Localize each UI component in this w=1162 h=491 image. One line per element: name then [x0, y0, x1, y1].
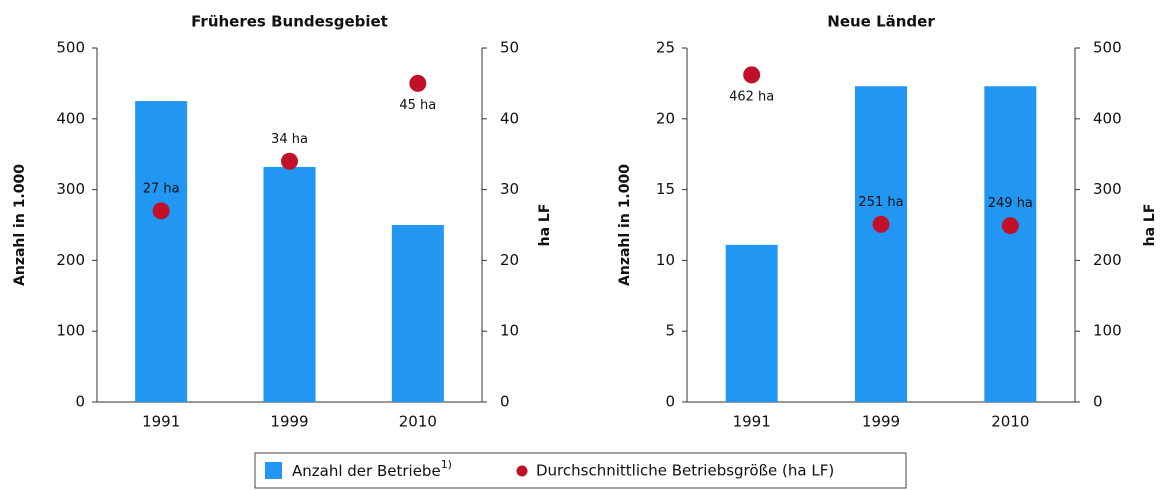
- bar: [855, 86, 907, 403]
- x-tick-label: 2010: [399, 413, 437, 431]
- y-tick-label: 500: [56, 39, 85, 57]
- point: [281, 152, 298, 170]
- y-tick-label: 5: [665, 322, 675, 340]
- y2-tick-label: 300: [1093, 180, 1122, 198]
- y2-tick-label: 30: [500, 180, 519, 198]
- chart-title: Neue Länder: [827, 13, 935, 31]
- point: [743, 66, 761, 84]
- bar: [984, 86, 1037, 403]
- y2-tick-label: 10: [500, 322, 519, 340]
- bar: [725, 244, 778, 402]
- y2-axis-label: ha LF: [537, 204, 553, 247]
- y-tick-label: 0: [75, 393, 85, 411]
- bar: [391, 225, 444, 402]
- y-tick-label: 0: [665, 393, 675, 411]
- y-tick-label: 10: [656, 251, 675, 269]
- legend-swatch: [265, 462, 282, 479]
- y2-tick-label: 20: [500, 251, 519, 269]
- y2-tick-label: 500: [1093, 39, 1122, 57]
- x-tick-label: 1999: [862, 413, 900, 431]
- data-label: 34 ha: [271, 132, 308, 147]
- y2-tick-label: 0: [500, 393, 510, 411]
- legend-text: Anzahl der Betriebe: [292, 462, 441, 480]
- legend-footnote: 1): [441, 458, 452, 471]
- y-tick-label: 400: [56, 109, 85, 127]
- y2-tick-label: 100: [1093, 322, 1122, 340]
- y2-tick-label: 50: [500, 39, 519, 57]
- legend-label: Anzahl der Betriebe1): [292, 458, 452, 480]
- legend-label: Durchschnittliche Betriebsgröße (ha LF): [536, 462, 834, 480]
- data-label: 251 ha: [858, 195, 903, 210]
- point: [152, 202, 170, 220]
- y2-tick-label: 0: [1093, 393, 1103, 411]
- chart-title: Früheres Bundesgebiet: [191, 13, 388, 31]
- y-tick-label: 25: [656, 39, 675, 57]
- data-label: 27 ha: [143, 181, 180, 196]
- point: [1001, 217, 1019, 235]
- data-label: 249 ha: [988, 196, 1033, 211]
- legend-dot: [516, 465, 528, 477]
- x-tick-label: 1991: [733, 413, 771, 431]
- y-tick-label: 20: [656, 109, 675, 127]
- y-tick-label: 100: [56, 322, 85, 340]
- data-label: 462 ha: [729, 89, 774, 104]
- x-tick-label: 1991: [142, 413, 180, 431]
- bar: [263, 166, 316, 402]
- y2-tick-label: 400: [1093, 109, 1122, 127]
- y2-axis-label: ha LF: [1142, 204, 1158, 247]
- x-tick-label: 1999: [270, 413, 308, 431]
- y2-tick-label: 40: [500, 109, 519, 127]
- y-axis-label: Anzahl in 1.000: [617, 164, 633, 286]
- y-tick-label: 15: [656, 180, 675, 198]
- x-tick-label: 2010: [991, 413, 1029, 431]
- point: [409, 74, 427, 92]
- y2-tick-label: 200: [1093, 251, 1122, 269]
- y-axis-label: Anzahl in 1.000: [12, 164, 28, 286]
- legend-box: [254, 452, 907, 489]
- y-tick-label: 200: [56, 251, 85, 269]
- y-tick-label: 300: [56, 180, 85, 198]
- bar: [135, 101, 188, 402]
- data-label: 45 ha: [399, 98, 436, 113]
- point: [872, 215, 890, 233]
